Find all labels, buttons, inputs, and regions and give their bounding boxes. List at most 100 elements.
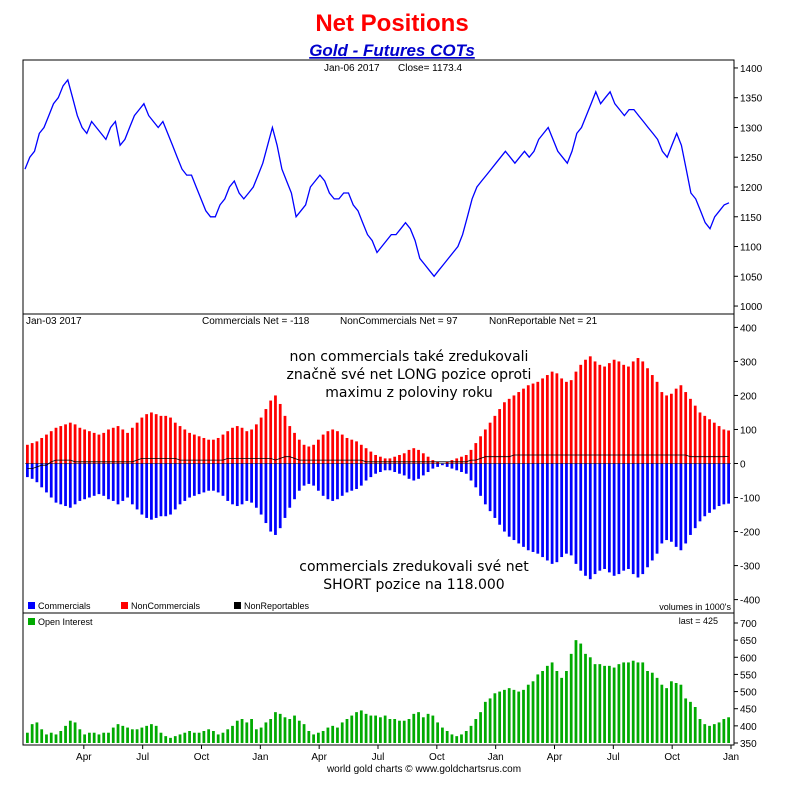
noncommercials-bar: [188, 432, 191, 464]
open-interest-bar: [202, 731, 206, 743]
open-interest-bar: [379, 717, 382, 743]
noncommercials-bar: [512, 395, 516, 464]
positions-y-tick-label: -300: [740, 562, 760, 573]
noncommercials-bar: [684, 392, 688, 464]
noncommercials-bar: [226, 431, 230, 464]
open-interest-bar: [259, 727, 263, 743]
noncommercials-bar: [197, 436, 201, 464]
noncommercials-bar: [393, 456, 397, 464]
open-interest-bar: [278, 713, 282, 743]
noncommercials-bar: [269, 400, 273, 464]
noncommercials-bar: [164, 415, 168, 464]
commercials-bar: [235, 463, 239, 507]
commercials-bar: [717, 463, 721, 507]
noncommercials-bar: [612, 359, 616, 464]
open-interest-bar: [207, 729, 211, 743]
open-interest-bar: [398, 720, 401, 743]
open-interest-bar: [584, 653, 587, 743]
commercials-bar: [498, 463, 502, 525]
commercials-bar: [312, 463, 315, 486]
noncommercials-bar: [402, 453, 406, 464]
open-interest-bar: [68, 720, 72, 743]
open-interest-bar: [197, 732, 201, 743]
open-interest-bar: [483, 701, 487, 743]
commercials-bar: [73, 463, 77, 505]
noncommercials-bar: [107, 429, 110, 464]
price-panel-frame: [22, 59, 735, 315]
open-interest-bar: [64, 725, 67, 743]
open-interest-bar: [164, 736, 168, 743]
noncommercials-bar: [235, 426, 239, 464]
open-interest-bar: [727, 717, 730, 743]
chart-subtitle: Gold - Futures COTs: [309, 41, 475, 60]
commercials-bar: [83, 463, 87, 500]
open-interest-bar: [83, 734, 87, 743]
noncommercials-bar: [183, 429, 187, 464]
commercials-bar: [579, 463, 583, 571]
commercials-bar: [669, 463, 673, 542]
noncommercials-bar: [636, 358, 640, 464]
commercials-bar: [59, 463, 63, 505]
open-interest-bar: [512, 689, 516, 743]
open-interest-bar: [178, 734, 182, 743]
noncommercials-bar: [321, 434, 325, 464]
open-interest-bar: [526, 684, 530, 743]
volume-note: volumes in 1000's: [659, 602, 731, 612]
legend-nonreportables-label: NonReportables: [244, 601, 310, 611]
commercials-bar: [483, 463, 487, 505]
noncommercials-bar: [126, 432, 129, 464]
open-interest-last: last = 425: [679, 616, 718, 626]
noncommercials-bar: [665, 395, 668, 464]
noncommercials-bar: [250, 429, 253, 464]
commercials-bar: [412, 463, 416, 481]
commercials-bar: [364, 463, 368, 481]
commercials-bar: [655, 463, 659, 554]
price-y-tick-label: 1350: [740, 94, 763, 105]
open-interest-bar: [660, 684, 664, 743]
open-interest-bar: [383, 715, 387, 743]
noncommercials-bar: [78, 427, 82, 464]
open-interest-bar: [49, 732, 53, 743]
commercials-bar: [140, 463, 144, 515]
commercials-bar: [297, 463, 301, 491]
price-y-tick-label: 1300: [740, 123, 763, 134]
commercials-bar: [116, 463, 120, 505]
noncommercials-bar: [569, 380, 573, 464]
noncommercials-bar: [154, 414, 158, 464]
noncommercials-bar: [54, 427, 58, 464]
commercials-bar: [173, 463, 177, 510]
oi-y-tick-label: 650: [740, 636, 757, 647]
noncommercials-bar: [40, 437, 44, 464]
legend-commercials-swatch: [28, 602, 35, 609]
noncommercials-bar: [73, 424, 77, 464]
open-interest-bar: [359, 710, 363, 743]
noncommercials-bar: [545, 375, 549, 464]
open-interest-bar: [183, 732, 187, 743]
open-interest-bar: [698, 719, 702, 743]
commercials-bar: [221, 463, 225, 496]
commercials-bar: [598, 463, 602, 571]
noncommercials-bar: [374, 454, 377, 464]
open-interest-bar: [88, 732, 91, 743]
open-interest-bar: [269, 719, 273, 743]
commercials-bar: [574, 463, 578, 564]
noncommercials-bar: [631, 361, 635, 464]
commercials-bar: [612, 463, 616, 576]
commercials-bar: [302, 463, 306, 486]
legend-open-interest-label: Open Interest: [38, 617, 93, 627]
legend-noncommercials-label: NonCommercials: [131, 601, 201, 611]
open-interest-bar: [617, 664, 621, 743]
noncommercials-bar: [712, 422, 716, 464]
commercials-bar: [536, 463, 540, 554]
legend-commercials-label: Commercials: [38, 601, 91, 611]
open-interest-bar: [488, 698, 492, 743]
open-interest-bar: [426, 713, 430, 743]
noncommercials-bar: [488, 422, 492, 464]
noncommercials-bar: [92, 432, 96, 464]
noncommercials-bar: [345, 437, 349, 464]
noncommercials-bar: [379, 456, 382, 464]
noncommercials-bar: [116, 426, 120, 464]
open-interest-bar: [283, 717, 287, 743]
commercials-bar: [154, 463, 158, 518]
commercials-bar: [650, 463, 654, 561]
